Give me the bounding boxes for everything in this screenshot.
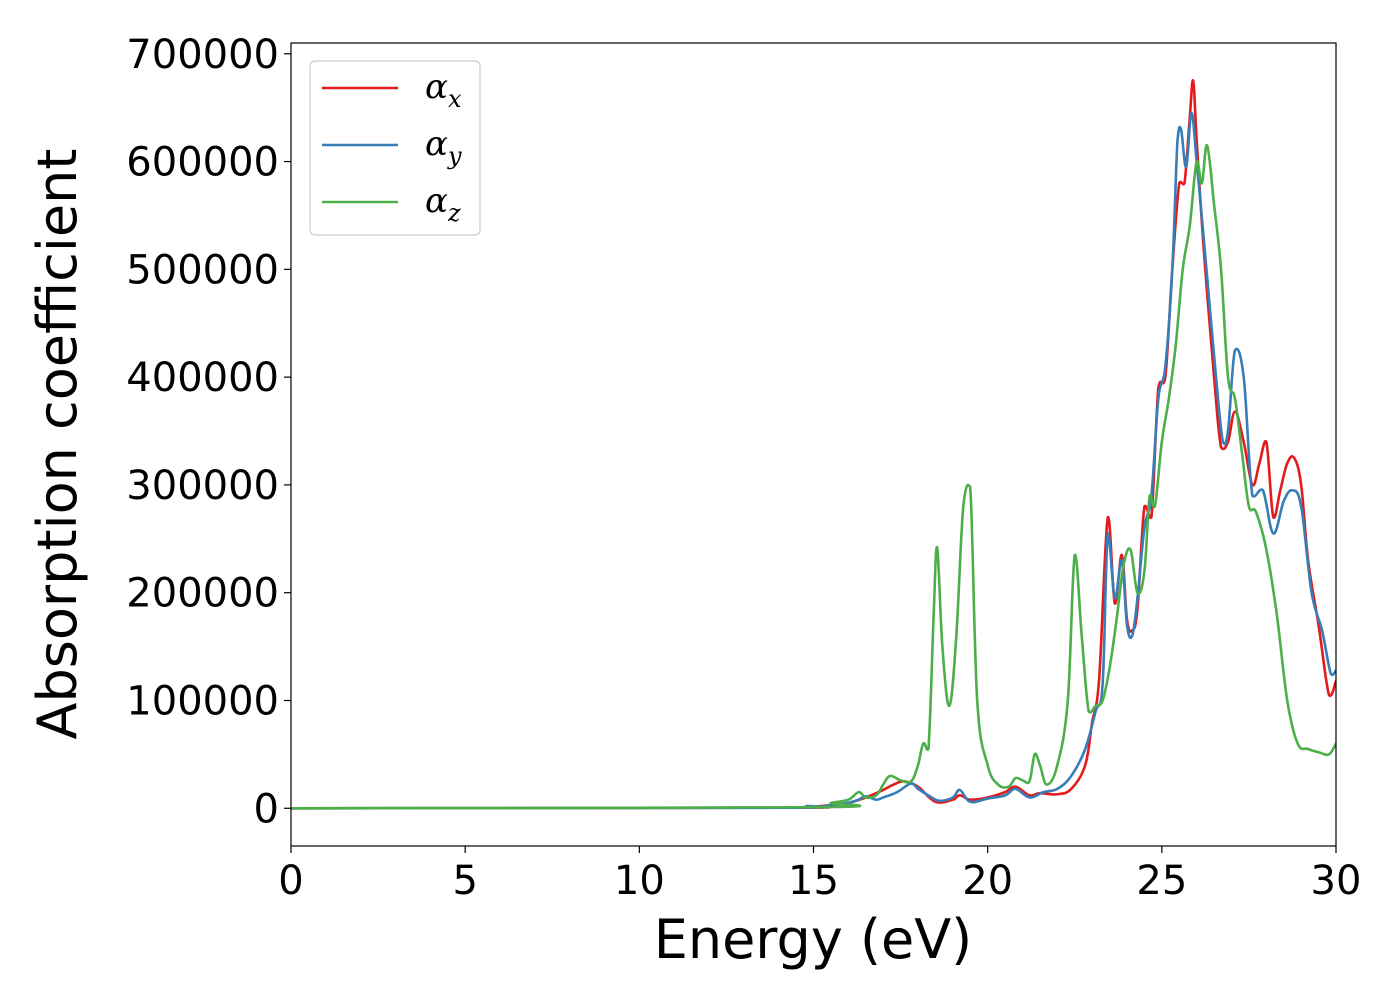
- y-axis-ticks: 0 100000 200000 300000 400000 500000 600000 700…: [126, 32, 291, 832]
- legend-label-alpha-x: αx: [425, 67, 462, 113]
- legend-label-alpha-y: αy: [425, 124, 462, 170]
- series-line-alpha-z: [291, 144, 1336, 810]
- y-tick-label: 300000: [126, 463, 279, 509]
- legend-box: [309, 60, 481, 236]
- x-axis-title: Energy (eV): [654, 908, 973, 971]
- x-tick-label: 5: [452, 858, 477, 904]
- y-tick-label: 600000: [126, 140, 279, 186]
- plot-lines: [291, 79, 1336, 810]
- y-tick-label: 500000: [126, 247, 279, 293]
- y-tick-label: 400000: [126, 355, 279, 401]
- x-tick-label: 15: [788, 858, 839, 904]
- x-tick-label: 25: [1136, 858, 1187, 904]
- legend-label-alpha-z: αz: [425, 181, 461, 227]
- x-axis-ticks: 0 5 10 15 20 25 30: [278, 846, 1361, 904]
- y-tick-label: 0: [254, 786, 279, 832]
- series-line-alpha-y: [291, 111, 1336, 810]
- x-tick-label: 20: [962, 858, 1013, 904]
- x-tick-label: 10: [614, 858, 665, 904]
- x-tick-label: 0: [278, 858, 303, 904]
- legend: αx αy αz: [309, 60, 481, 236]
- y-tick-label: 700000: [126, 32, 279, 78]
- y-tick-label: 100000: [126, 678, 279, 724]
- y-tick-label: 200000: [126, 571, 279, 617]
- x-tick-label: 30: [1311, 858, 1362, 904]
- y-axis-title: Absorption coefficient: [26, 149, 89, 740]
